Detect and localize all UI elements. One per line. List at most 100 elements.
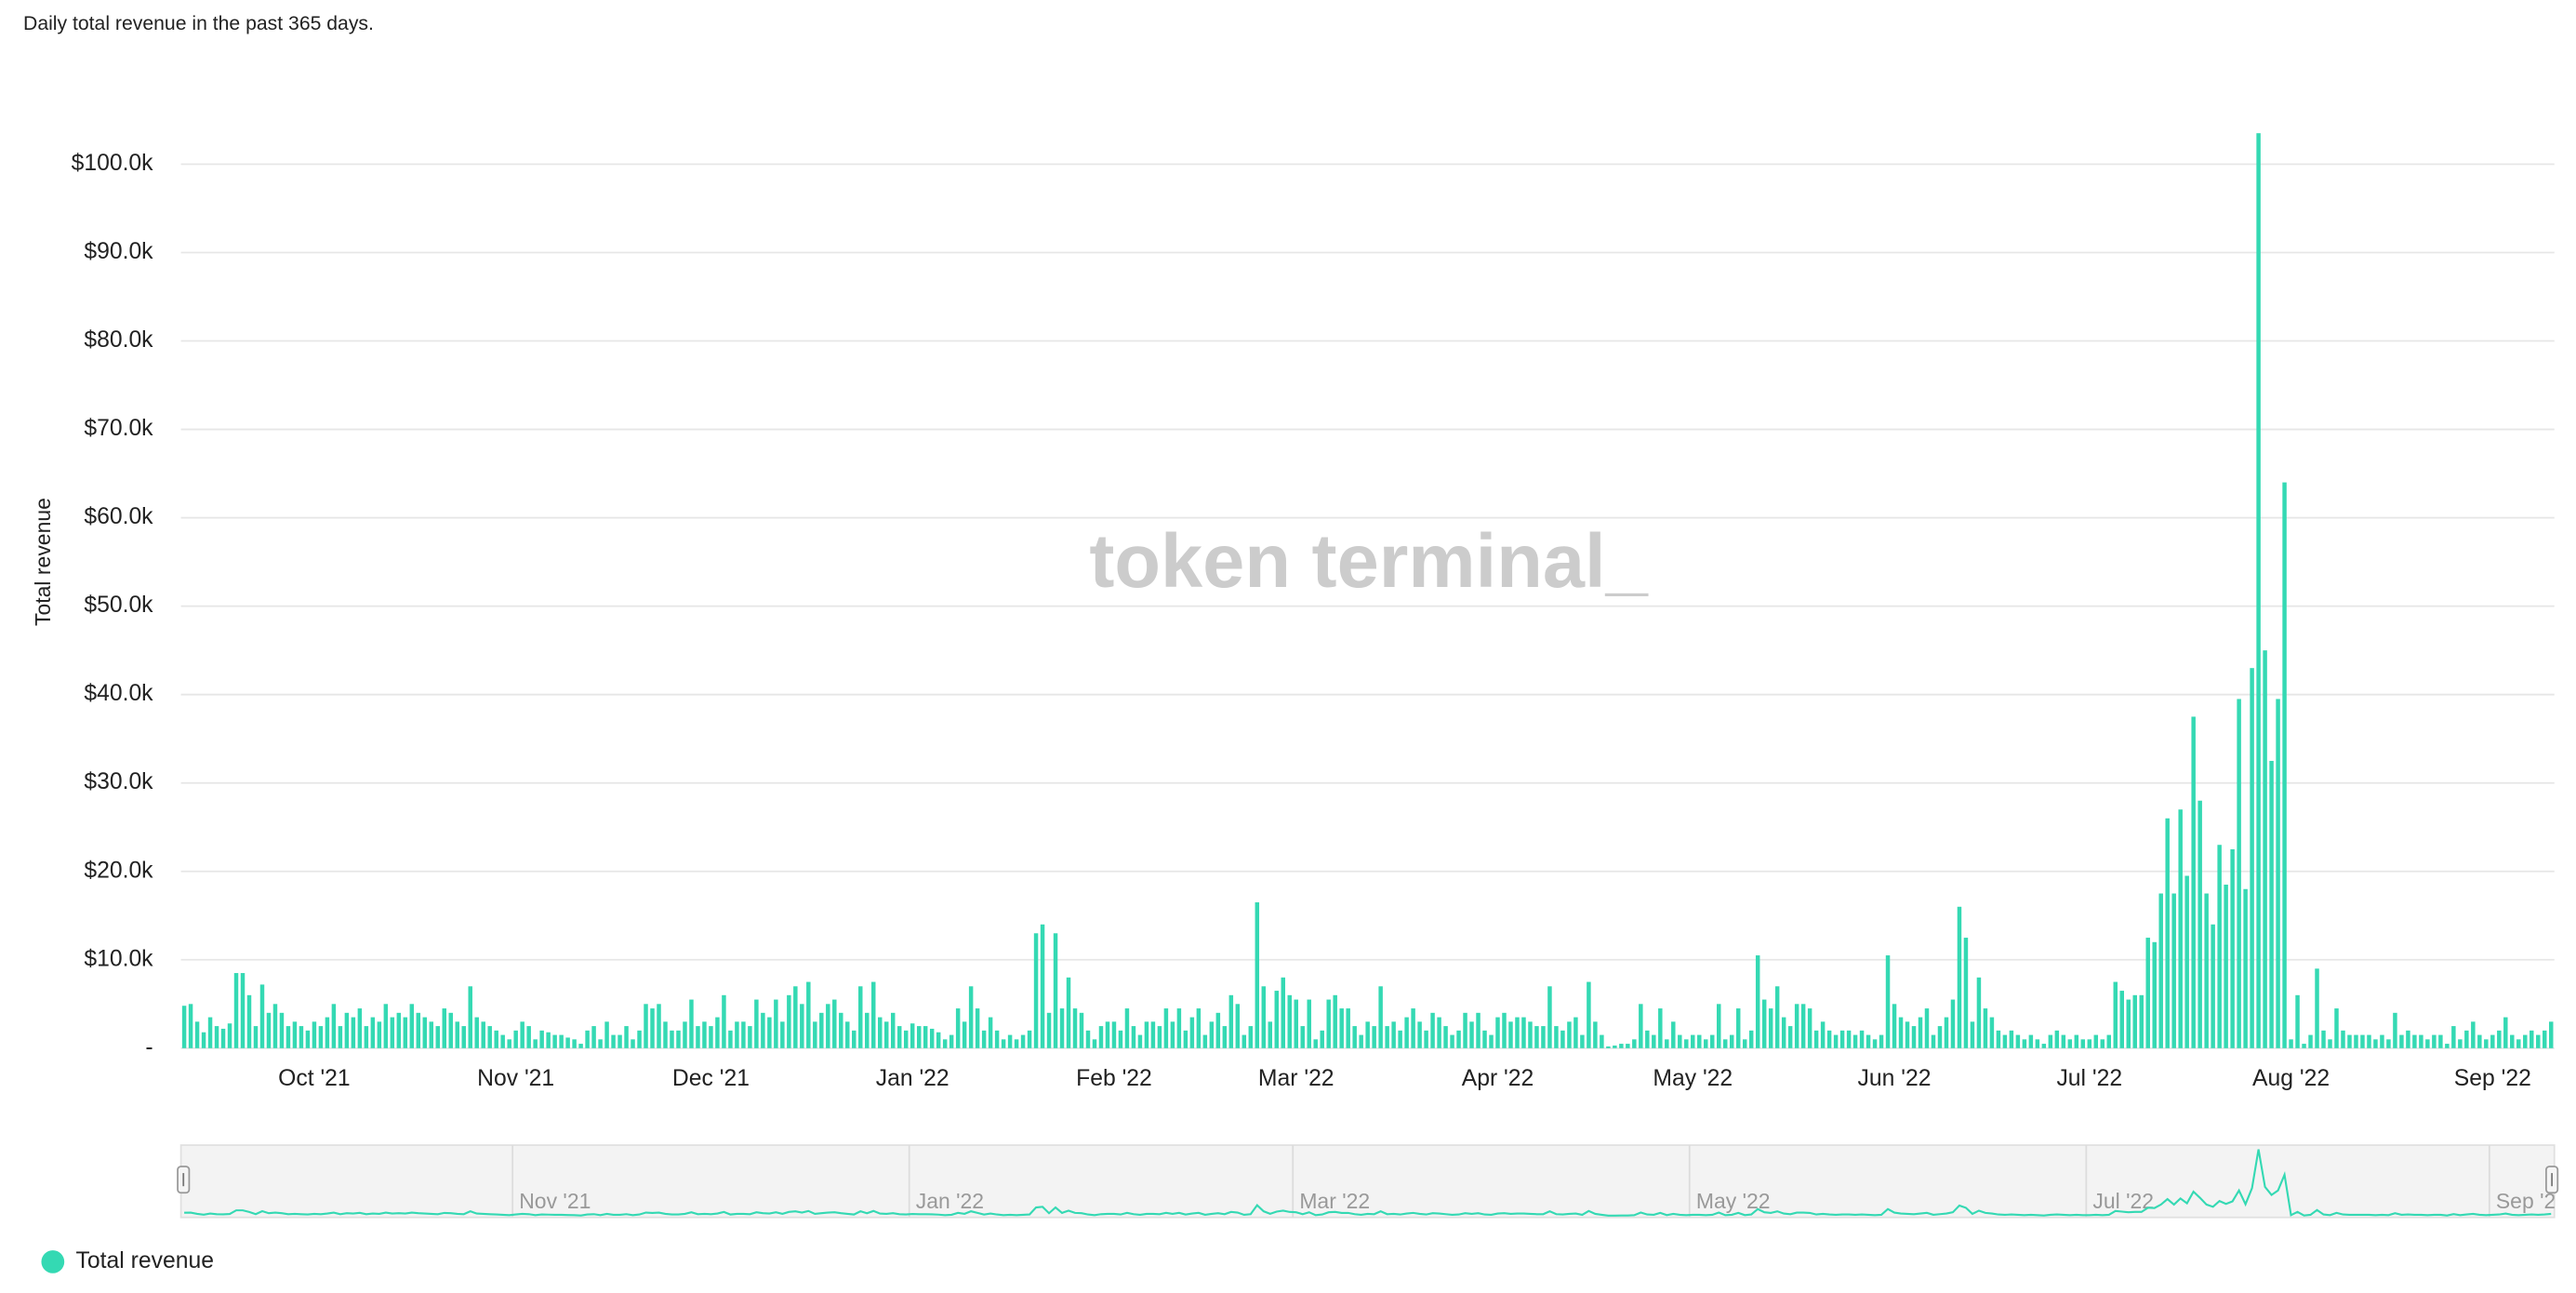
bar: [896, 1026, 902, 1048]
bar: [266, 1012, 272, 1048]
navigator-label: Sep '22: [2496, 1189, 2568, 1213]
bar: [1593, 1021, 1598, 1048]
bar: [1072, 1008, 1078, 1048]
bar: [1443, 1026, 1448, 1048]
bar: [722, 994, 726, 1048]
bar: [1404, 1017, 1409, 1048]
bar: [1781, 1017, 1786, 1048]
bar: [1534, 1026, 1539, 1048]
bar: [1248, 1026, 1254, 1048]
bar: [923, 1026, 928, 1048]
bar: [1001, 1039, 1006, 1048]
bar: [2328, 1039, 2332, 1048]
bar: [1313, 1039, 1318, 1048]
bar: [1748, 1030, 1754, 1048]
bar: [1573, 1017, 1578, 1048]
bar: [259, 984, 265, 1048]
bar: [1794, 1004, 1799, 1048]
bar: [1463, 1012, 1467, 1048]
bar: [1053, 933, 1058, 1048]
bar: [1735, 1008, 1741, 1048]
bar: [735, 1021, 739, 1048]
bar: [865, 1012, 870, 1048]
bar: [220, 1028, 226, 1048]
bar: [1684, 1039, 1689, 1048]
bar: [1787, 1026, 1793, 1048]
bar: [624, 1026, 629, 1048]
bar: [2276, 699, 2280, 1048]
bar: [559, 1034, 564, 1048]
bar: [364, 1026, 369, 1048]
bar: [2061, 1034, 2066, 1048]
navigator[interactable]: Nov '21 Jan '22 Mar '22 May '22 Jul '22 Sep '…: [177, 1144, 2568, 1219]
y-tick-label: $40.0k: [84, 681, 153, 706]
bar: [1189, 1017, 1195, 1048]
bar: [598, 1039, 603, 1048]
bar: [975, 1008, 980, 1048]
bar: [1626, 1044, 1630, 1048]
bar: [1320, 1030, 1324, 1048]
bar: [285, 1026, 291, 1048]
bar: [696, 1026, 700, 1048]
bar: [526, 1026, 531, 1048]
bar: [806, 981, 811, 1048]
bar: [1957, 906, 1962, 1048]
bar: [2211, 924, 2215, 1048]
bar: [2334, 1008, 2339, 1048]
bar: [539, 1030, 544, 1048]
bar: [240, 973, 246, 1048]
bar: [1235, 1004, 1241, 1048]
bar: [2523, 1034, 2528, 1048]
bar: [709, 1026, 713, 1048]
bar: [2048, 1034, 2053, 1048]
bar: [903, 1030, 909, 1048]
bar: [2360, 1034, 2365, 1048]
bar: [2282, 482, 2287, 1048]
bar: [2139, 994, 2144, 1048]
bar: [442, 1008, 447, 1048]
bar: [1118, 1030, 1123, 1048]
bar: [689, 999, 694, 1048]
bar: [246, 994, 252, 1048]
bar: [201, 1032, 206, 1048]
bar: [1898, 1017, 1904, 1048]
bar: [780, 1021, 785, 1048]
bar: [1567, 1021, 1572, 1048]
bar: [1066, 977, 1071, 1048]
bar: [188, 1004, 193, 1048]
bar: [676, 1030, 681, 1048]
bar: [585, 1030, 590, 1048]
bar: [1105, 1021, 1110, 1048]
navigator-line: [184, 1149, 2552, 1217]
bar: [1976, 977, 1982, 1048]
bar: [936, 1032, 941, 1048]
bar: [1983, 1008, 1988, 1048]
bar: [2041, 1044, 2047, 1048]
bar: [916, 1026, 922, 1048]
bar: [1287, 994, 1292, 1048]
bar: [2399, 1034, 2404, 1048]
chart-subtitle: Daily total revenue in the past 365 days…: [23, 13, 374, 34]
bar: [591, 1026, 596, 1048]
bar: [1924, 1008, 1930, 1048]
bar: [1326, 999, 1331, 1048]
x-tick-label: Jul '22: [2056, 1066, 2122, 1091]
bar: [1307, 999, 1311, 1048]
bar: [1528, 1021, 1533, 1048]
bar: [871, 981, 876, 1048]
bar: [1678, 1034, 1682, 1048]
bar: [1587, 981, 1591, 1048]
y-tick-label: $30.0k: [84, 769, 153, 794]
bar: [325, 1017, 330, 1048]
bar: [1359, 1034, 1363, 1048]
bar: [994, 1030, 1000, 1048]
bar: [1033, 933, 1039, 1048]
bar: [2347, 1034, 2352, 1048]
navigator-label: Mar '22: [1299, 1189, 1370, 1213]
bar: [1989, 1017, 1995, 1048]
bar: [1040, 924, 1045, 1048]
bar: [1222, 1026, 1228, 1048]
bar: [338, 1026, 343, 1048]
bar: [2074, 1034, 2079, 1048]
